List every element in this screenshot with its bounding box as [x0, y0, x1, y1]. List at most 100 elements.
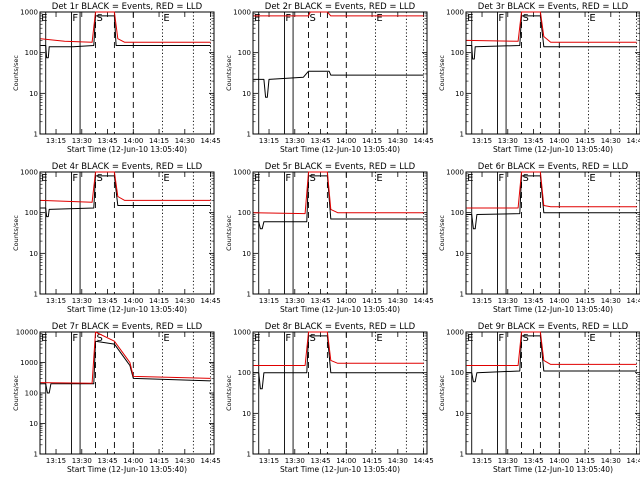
x-tick-label: 14:15 [575, 137, 595, 145]
event-marker-label: S [97, 333, 103, 344]
panel-det-1r: Det 1r BLACK = Events, RED = LLD 1 10 100 10… [12, 2, 221, 154]
panel-det-2r: Det 2r BLACK = Events, RED = LLD 1 10 100 10… [225, 2, 434, 154]
x-tick-label: 14:45 [200, 297, 220, 305]
x-tick-label: 13:30 [498, 137, 518, 145]
x-tick-label: 14:15 [575, 297, 595, 305]
y-tick-label: 100 [238, 209, 251, 217]
event-marker-label: E [254, 13, 260, 24]
lld-series-line [466, 11, 637, 43]
event-marker-label: F [72, 333, 78, 344]
event-marker-label: E [41, 13, 47, 24]
event-marker-label: E [163, 13, 169, 24]
y-tick-label: 10 [242, 410, 251, 418]
events-series-line [253, 70, 424, 98]
y-tick-label: 1000 [446, 329, 464, 337]
x-tick-label: 14:30 [601, 297, 621, 305]
x-tick-label: 13:45 [310, 457, 330, 465]
y-tick-label: 1000 [233, 169, 251, 177]
x-axis-label: Start Time (12-Jun-10 13:05:40) [280, 145, 400, 154]
y-tick-label: 100 [238, 49, 251, 57]
event-marker-label: S [97, 13, 103, 24]
x-tick-label: 13:30 [285, 297, 305, 305]
lld-series-line [40, 331, 211, 384]
event-marker-label: F [72, 173, 78, 184]
x-tick-label: 13:15 [472, 297, 492, 305]
x-tick-label: 14:00 [549, 457, 569, 465]
panel-det-7r: Det 7r BLACK = Events, RED = LLD 1 10 100 10… [12, 322, 221, 474]
x-tick-label: 14:00 [336, 297, 356, 305]
events-series-line [253, 175, 424, 230]
x-tick-label: 13:15 [472, 457, 492, 465]
y-tick-label: 100 [25, 209, 38, 217]
plot-frame [465, 171, 640, 295]
event-marker-label: E [589, 333, 595, 344]
x-axis-label: Start Time (12-Jun-10 13:05:40) [493, 305, 613, 314]
y-tick-label: 1000 [20, 359, 38, 367]
plot-frame [39, 11, 215, 135]
panel-title: Det 3r BLACK = Events, RED = LLD [478, 2, 629, 12]
y-tick-label: 1 [34, 131, 38, 139]
event-marker-label: F [498, 173, 504, 184]
x-tick-label: 14:45 [200, 457, 220, 465]
x-tick-label: 14:15 [362, 457, 382, 465]
event-marker-label: E [163, 333, 169, 344]
y-tick-label: 1 [34, 451, 38, 459]
y-tick-label: 1000 [20, 9, 38, 17]
x-tick-label: 14:45 [413, 137, 433, 145]
x-tick-label: 14:45 [200, 137, 220, 145]
event-marker-label: E [467, 173, 473, 184]
panel-det-8r: Det 8r BLACK = Events, RED = LLD 1 10 100 10… [225, 322, 434, 474]
y-tick-label: 100 [451, 49, 464, 57]
x-tick-label: 14:45 [626, 137, 640, 145]
lld-series-line [466, 331, 637, 366]
x-axis-label: Start Time (12-Jun-10 13:05:40) [67, 145, 187, 154]
event-marker-label: E [589, 13, 595, 24]
x-tick-label: 14:30 [388, 297, 408, 305]
y-tick-label: 10 [29, 250, 38, 258]
x-tick-label: 14:15 [362, 297, 382, 305]
y-axis-label: Counts/sec [225, 215, 233, 251]
y-tick-label: 1 [247, 451, 251, 459]
y-tick-label: 100 [25, 49, 38, 57]
y-tick-label: 100 [451, 209, 464, 217]
panel-title: Det 9r BLACK = Events, RED = LLD [478, 322, 629, 332]
x-tick-label: 14:30 [175, 457, 195, 465]
x-axis-label: Start Time (12-Jun-10 13:05:40) [67, 305, 187, 314]
x-tick-label: 14:00 [336, 457, 356, 465]
x-tick-label: 13:45 [97, 297, 117, 305]
plot-frame [252, 171, 428, 295]
y-tick-label: 10 [242, 250, 251, 258]
event-marker-label: E [163, 173, 169, 184]
y-tick-label: 1000 [233, 9, 251, 17]
y-tick-label: 10000 [16, 329, 38, 337]
x-tick-label: 13:45 [97, 137, 117, 145]
events-series-line [466, 175, 637, 230]
events-series-line [466, 335, 637, 383]
y-axis-label: Counts/sec [12, 215, 20, 251]
event-marker-label: F [285, 333, 291, 344]
x-axis-label: Start Time (12-Jun-10 13:05:40) [493, 465, 613, 474]
y-tick-label: 100 [25, 390, 38, 398]
y-tick-label: 1 [460, 451, 464, 459]
lld-series-line [466, 171, 637, 209]
plot-frame [39, 171, 215, 295]
y-tick-label: 10 [29, 420, 38, 428]
panel-det-4r: Det 4r BLACK = Events, RED = LLD 1 10 100 10… [12, 162, 221, 314]
y-tick-label: 1000 [446, 9, 464, 17]
x-tick-label: 14:30 [601, 457, 621, 465]
y-axis-label: Counts/sec [438, 215, 446, 251]
lld-series-line [253, 331, 424, 366]
plot-frame [252, 331, 428, 455]
y-tick-label: 1 [247, 131, 251, 139]
events-series-line [40, 340, 211, 394]
x-tick-label: 14:45 [413, 297, 433, 305]
x-tick-label: 13:45 [523, 137, 543, 145]
panel-title: Det 8r BLACK = Events, RED = LLD [265, 322, 416, 332]
x-axis-label: Start Time (12-Jun-10 13:05:40) [280, 305, 400, 314]
y-tick-label: 1 [460, 131, 464, 139]
events-series-line [40, 175, 211, 218]
x-tick-label: 13:15 [259, 137, 279, 145]
y-tick-label: 1 [247, 291, 251, 299]
event-marker-label: E [376, 333, 382, 344]
y-tick-label: 1 [460, 291, 464, 299]
